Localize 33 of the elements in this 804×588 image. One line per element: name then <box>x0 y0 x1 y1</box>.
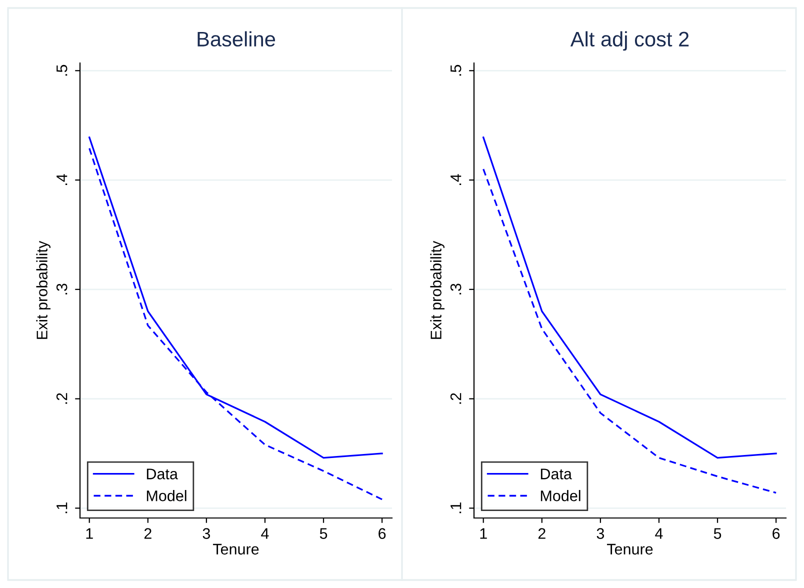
x-tick-label: 4 <box>261 528 269 539</box>
y-tick-label: .2 <box>56 393 68 404</box>
legend-label: Model <box>146 490 186 502</box>
legend-label: Data <box>540 468 572 480</box>
y-tick-label: .5 <box>56 64 68 76</box>
x-tick-label: 6 <box>772 528 780 539</box>
x-tick-label: 2 <box>538 528 546 539</box>
y-tick-label: .2 <box>450 393 462 404</box>
x-axis-title: Tenure <box>212 544 259 555</box>
x-tick-label: 5 <box>714 528 722 539</box>
chart-title: Alt adj cost 2 <box>570 31 689 51</box>
y-tick-label: .1 <box>450 502 462 514</box>
y-tick-label: .1 <box>56 502 68 514</box>
chart-title: Baseline <box>198 31 276 47</box>
x-tick-label: 4 <box>655 528 663 539</box>
x-tick-label: 1 <box>86 528 93 539</box>
y-tick-label: .4 <box>56 174 68 186</box>
legend-label: Model <box>540 490 580 502</box>
y-tick-label: .5 <box>450 64 462 76</box>
y-tick-label: .3 <box>450 284 462 294</box>
x-tick-label: 3 <box>202 528 210 539</box>
y-tick-label: .3 <box>56 284 68 294</box>
legend-label: Data <box>146 468 178 480</box>
x-tick-label: 6 <box>378 528 386 539</box>
y-tick-label: .4 <box>450 174 462 186</box>
x-tick-label: 5 <box>320 528 328 539</box>
y-axis-title: Exit probability <box>36 240 50 339</box>
line-series <box>482 136 777 459</box>
x-axis-title: Tenure <box>606 544 653 555</box>
x-tick-label: 2 <box>144 528 152 539</box>
x-tick-label: 3 <box>596 528 604 539</box>
y-axis-title: Exit probability <box>430 240 444 339</box>
x-tick-label: 1 <box>480 528 487 539</box>
